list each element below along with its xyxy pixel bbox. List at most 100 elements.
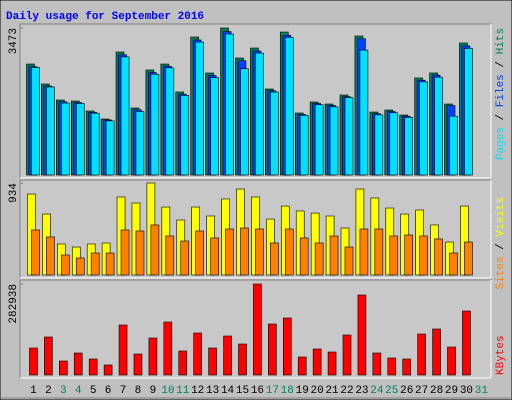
bar [90,112,100,176]
bar [389,112,399,176]
x-tick-label: 30 [460,385,473,397]
x-tick-label: 22 [340,385,353,397]
bar [282,317,292,376]
bar [432,328,441,376]
bar [180,240,190,276]
bar [59,360,68,376]
legend: KBytes [495,335,507,375]
bar [90,252,100,276]
bar [208,347,217,376]
legend-entry: Pages [495,127,507,160]
bar [402,358,412,376]
bar [120,229,130,276]
bar [31,67,40,176]
bar [255,52,264,176]
bar [314,104,324,176]
bar [240,227,249,276]
bar [372,352,382,376]
x-tick-label: 29 [445,385,458,397]
bar [88,358,98,376]
x-tick-label: 19 [296,385,309,397]
bar [359,49,369,176]
x-tick-label: 2 [45,385,52,397]
bar [419,235,428,276]
bar [150,224,160,276]
bar [417,333,426,376]
bar [61,102,70,176]
bar [312,348,322,376]
bar [46,236,55,276]
bar [419,81,428,176]
x-tick-label: 9 [150,385,157,397]
bar [165,235,175,276]
bar [240,68,249,176]
bar [238,343,247,376]
bar [103,364,113,376]
bar [46,86,55,176]
x-tick-label: 10 [161,385,174,397]
bar [268,323,277,376]
bar [387,357,397,376]
y-tick-label: 934 [8,183,20,203]
bar [195,41,204,176]
bar [75,103,85,176]
x-tick-label: 31 [475,385,489,397]
bar [434,76,443,176]
bar [344,97,354,176]
x-tick-label: 24 [370,385,384,397]
x-tick-label: 13 [206,385,219,397]
bar [195,230,204,276]
bar [284,37,294,176]
bar [148,337,158,376]
bar [374,228,384,276]
bar [135,111,145,176]
bar [133,353,143,376]
bar [359,228,369,276]
x-tick-label: 11 [176,385,190,397]
x-tick-label: 17 [266,385,279,397]
bar [327,351,337,376]
x-tick-label: 18 [281,385,294,397]
bar [464,241,473,276]
x-tick-label: 25 [385,385,398,397]
x-tick-label: 5 [90,385,97,397]
bar [404,117,414,176]
bar [44,336,53,376]
x-tick-label: 14 [221,385,235,397]
legend: Pages / Files / Hits [495,28,507,160]
bar [299,237,309,276]
bar [344,246,354,276]
x-tick-label: 7 [120,385,127,397]
x-tick-label: 15 [236,385,249,397]
bar [118,324,128,376]
bar [297,356,307,376]
bar [357,294,367,376]
bar [61,254,70,276]
bar [135,230,145,276]
x-tick-label: 4 [75,385,82,397]
bar [389,235,399,276]
bar [210,237,219,276]
legend-separator: / [495,237,507,257]
bar [75,257,85,276]
bar [447,346,456,376]
x-tick-label: 1 [30,385,37,397]
x-tick-label: 21 [325,385,339,397]
legend-entry: KBytes [495,335,507,375]
bar [449,115,458,176]
bar [449,252,458,276]
legend-entry: Visits [495,197,507,237]
bar [404,234,414,276]
bar [314,242,324,276]
bar [165,67,175,176]
bar [329,106,339,176]
chart-title: Daily usage for September 2016 [6,11,204,23]
bar [31,229,40,276]
bar [284,228,294,276]
bar [464,48,473,176]
x-tick-label: 28 [430,385,443,397]
x-tick-label: 26 [400,385,413,397]
y-tick-label: 282938 [8,284,20,324]
bar [434,238,443,276]
